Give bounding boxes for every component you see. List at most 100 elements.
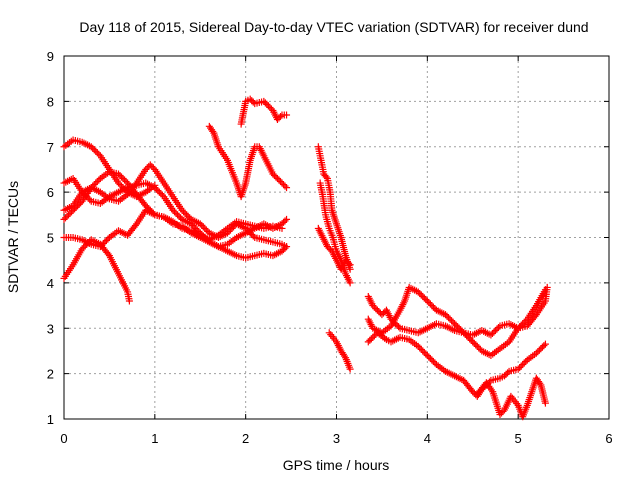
data-point (90, 146, 98, 154)
data-point (449, 318, 457, 326)
data-point (278, 247, 286, 255)
data-point (273, 116, 281, 124)
data-point (174, 211, 182, 219)
data-point (71, 205, 79, 213)
data-point (248, 230, 256, 238)
data-point (178, 206, 186, 214)
data-point (246, 95, 254, 103)
data-point (131, 181, 139, 189)
data-point (346, 279, 354, 287)
data-point (494, 323, 502, 331)
data-point (419, 347, 427, 355)
data-point (502, 370, 510, 378)
y-tick-label: 6 (47, 185, 54, 200)
data-point (260, 97, 268, 105)
data-point (172, 209, 180, 217)
data-point (535, 346, 543, 354)
data-point (69, 206, 77, 214)
data-point (283, 243, 291, 251)
data-point (379, 309, 387, 317)
data-point (276, 178, 284, 186)
data-point (157, 190, 165, 198)
data-point (395, 323, 403, 331)
data-point (171, 208, 179, 216)
data-point (346, 365, 354, 373)
x-tick-label: 2 (242, 431, 249, 446)
data-point (534, 348, 542, 356)
data-point (516, 323, 524, 331)
data-point (443, 312, 451, 320)
data-point (340, 352, 348, 360)
data-point (280, 181, 288, 189)
data-point (116, 171, 124, 179)
data-point (470, 339, 478, 347)
data-point (541, 340, 549, 348)
data-point (466, 335, 474, 343)
data-point (346, 261, 354, 269)
data-point (74, 202, 82, 210)
data-point (493, 325, 501, 333)
data-point (280, 218, 288, 226)
data-point (514, 324, 522, 332)
data-point (531, 312, 539, 320)
data-point (467, 336, 475, 344)
data-point (148, 162, 156, 170)
data-point (83, 240, 91, 248)
data-point (469, 338, 477, 346)
data-point (514, 365, 522, 373)
data-point (460, 329, 468, 337)
data-point (249, 232, 257, 240)
data-point (345, 259, 353, 267)
data-point (281, 182, 289, 190)
data-point (519, 361, 527, 369)
data-point (183, 211, 191, 219)
data-point (81, 242, 89, 250)
data-point (532, 349, 540, 357)
data-point (325, 244, 333, 252)
data-point (419, 292, 427, 300)
data-point (75, 200, 83, 208)
data-point (263, 100, 271, 108)
data-point (101, 238, 109, 246)
data-point (275, 176, 283, 184)
data-point (520, 318, 528, 326)
data-point (180, 208, 188, 216)
data-point (369, 333, 377, 341)
data-point (375, 308, 383, 316)
data-point (102, 237, 110, 245)
data-point (491, 327, 499, 335)
data-point (540, 342, 548, 350)
data-point (420, 294, 428, 302)
data-point (446, 315, 454, 323)
x-tick-label: 1 (151, 431, 158, 446)
data-point (93, 178, 101, 186)
data-point (475, 344, 483, 352)
x-tick-label: 3 (333, 431, 340, 446)
data-point (190, 223, 198, 231)
data-point (283, 215, 291, 223)
data-point (458, 327, 466, 335)
data-point (84, 239, 92, 247)
data-point (520, 359, 528, 367)
data-point (378, 311, 386, 319)
data-point (198, 221, 206, 229)
data-point (452, 321, 460, 329)
data-point (416, 344, 424, 352)
data-point (369, 302, 377, 310)
data-point (428, 356, 436, 364)
data-point (448, 317, 456, 325)
data-point (537, 345, 545, 353)
data-point (393, 321, 401, 329)
data-point (115, 179, 122, 187)
data-point (243, 226, 251, 234)
data-point (517, 362, 525, 370)
data-point (278, 179, 286, 187)
data-point (60, 215, 68, 223)
data-point (63, 212, 71, 220)
y-tick-label: 9 (47, 49, 54, 64)
data-point (457, 326, 465, 334)
data-point (417, 345, 425, 353)
data-point (442, 311, 449, 319)
data-point (152, 185, 160, 193)
